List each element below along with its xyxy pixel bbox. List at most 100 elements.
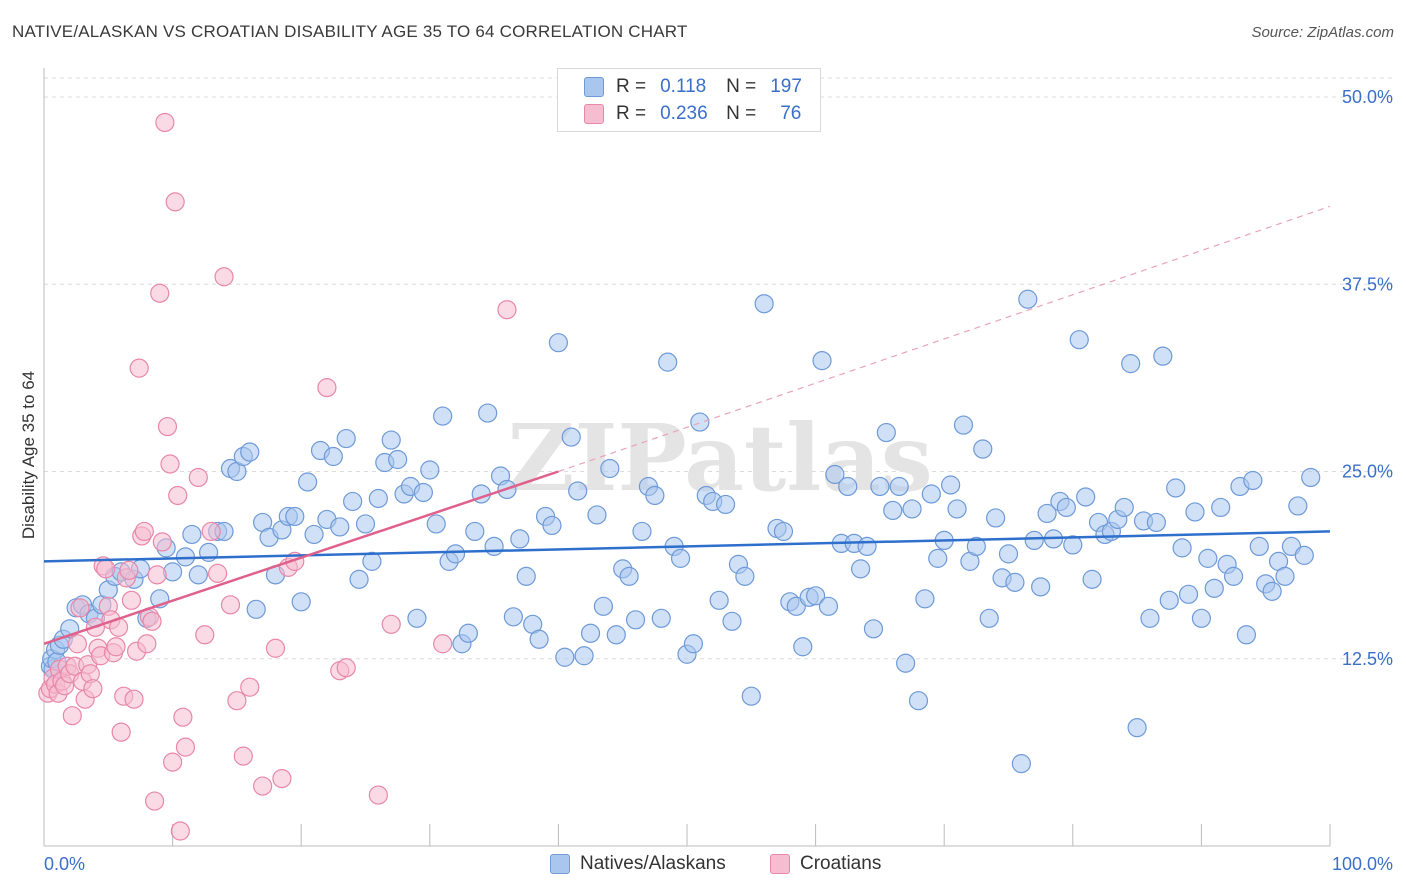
native-point	[953, 415, 974, 435]
native-point	[426, 514, 446, 534]
native-point	[304, 524, 324, 545]
croatian-point	[129, 358, 149, 378]
native-point	[1031, 577, 1051, 597]
native-point	[1191, 608, 1212, 628]
native-point	[658, 352, 678, 372]
native-point	[998, 544, 1019, 564]
croatian-point	[233, 746, 253, 766]
croatian-point	[111, 722, 131, 742]
native-point	[683, 634, 704, 654]
native-point	[381, 430, 401, 450]
croatian-point	[227, 691, 247, 711]
y-axis-title: Disability Age 35 to 64	[19, 371, 38, 539]
native-point	[503, 607, 523, 627]
y-tick-label: 25.0%	[1342, 462, 1393, 482]
native-point	[690, 412, 710, 432]
native-point	[1166, 478, 1186, 498]
croatian-point	[195, 625, 215, 645]
native-point	[349, 569, 369, 589]
croatian-point	[150, 283, 170, 303]
native-point	[246, 599, 266, 619]
croatian-point	[152, 532, 172, 552]
croatian-point	[142, 611, 162, 631]
native-point	[1018, 289, 1038, 309]
native-point	[632, 521, 652, 542]
croatian-point	[381, 614, 401, 634]
native-point	[555, 647, 575, 667]
native-point	[1262, 581, 1282, 601]
legend-r-label: R =	[616, 103, 647, 124]
native-point	[1140, 608, 1160, 628]
bottom-legend-natives: Natives/Alaskans	[550, 852, 726, 876]
native-point	[413, 482, 433, 503]
native-point	[941, 475, 961, 495]
native-point	[291, 592, 311, 612]
bottom-legend-croatians: Croatians	[770, 852, 881, 876]
x-tick-labels: 0.0% 100.0%	[44, 854, 1393, 874]
native-point	[388, 449, 408, 470]
native-point	[529, 629, 549, 649]
bottom-legend-label: Natives/Alaskans	[580, 853, 726, 874]
croatian-point	[368, 785, 388, 805]
native-point	[825, 464, 845, 485]
native-point	[863, 619, 884, 639]
native-point	[645, 485, 665, 506]
native-point	[793, 637, 813, 657]
native-point	[1114, 497, 1134, 518]
croatian-point	[70, 598, 90, 618]
native-point	[1288, 496, 1308, 516]
croatian-point	[188, 467, 208, 488]
native-point	[323, 446, 343, 467]
native-point	[722, 611, 742, 631]
bottom-swatch-natives	[550, 854, 570, 874]
native-point	[445, 544, 466, 564]
native-point	[908, 691, 929, 711]
croatian-point	[96, 559, 116, 579]
native-point	[542, 515, 562, 536]
native-point	[1223, 566, 1244, 586]
native-point	[362, 551, 382, 571]
native-point	[812, 351, 832, 371]
native-point	[1056, 497, 1076, 518]
croatian-point	[144, 791, 165, 811]
native-point	[1249, 536, 1269, 557]
legend-n-value: 197	[770, 76, 802, 97]
native-point	[188, 565, 208, 585]
croatian-point	[433, 634, 453, 654]
native-point	[773, 521, 794, 542]
native-point	[355, 514, 376, 534]
legend-swatch-natives	[584, 77, 604, 97]
croatian-point	[163, 752, 183, 772]
native-point	[1153, 346, 1173, 366]
native-point	[709, 590, 729, 610]
croatian-point	[121, 590, 142, 610]
native-point	[336, 428, 356, 449]
native-point	[1082, 569, 1102, 589]
native-point	[715, 494, 736, 515]
croatian-point	[62, 706, 82, 726]
native-point	[928, 548, 948, 568]
croatian-point	[124, 689, 144, 709]
native-point	[568, 481, 588, 501]
native-point	[343, 491, 363, 512]
native-point	[857, 536, 877, 557]
native-point	[741, 686, 761, 706]
croatian-point	[168, 485, 188, 506]
native-point	[1172, 538, 1192, 558]
native-point	[805, 586, 826, 606]
native-point	[921, 484, 941, 504]
native-point	[574, 646, 594, 666]
native-point	[1198, 548, 1218, 568]
native-point	[478, 403, 498, 423]
croatian-point	[173, 707, 193, 727]
chart-title: NATIVE/ALASKAN VS CROATIAN DISABILITY AG…	[12, 22, 688, 41]
native-point	[561, 427, 581, 447]
native-point	[458, 623, 478, 643]
y-tick-label: 37.5%	[1342, 274, 1393, 294]
native-point	[580, 623, 601, 643]
croatians-trend-extension	[558, 205, 1331, 473]
legend-r-value: 0.118	[660, 76, 707, 97]
native-point	[1146, 512, 1166, 533]
croatian-point	[497, 300, 517, 320]
native-point	[548, 333, 569, 353]
